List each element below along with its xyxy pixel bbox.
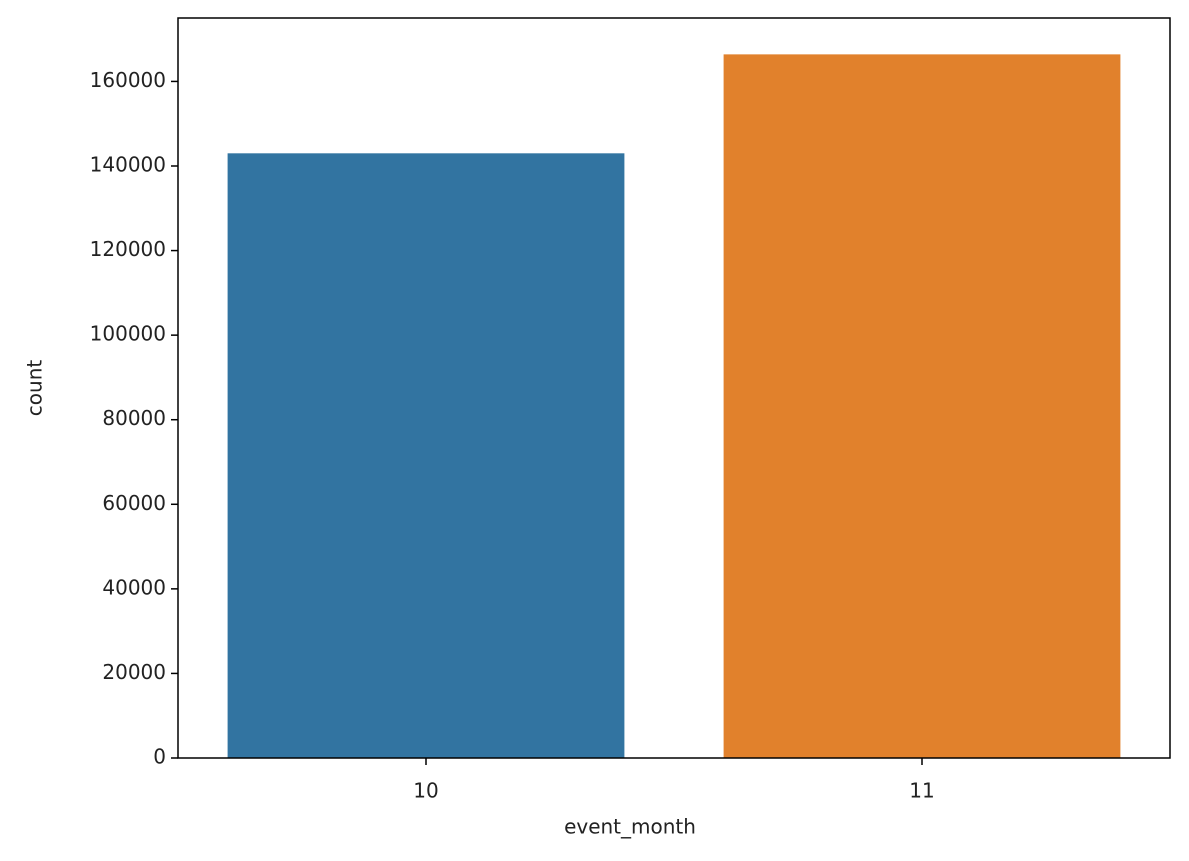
y-tick-label: 0 [153, 745, 166, 769]
y-tick-label: 60000 [102, 491, 166, 515]
x-tick-label: 11 [909, 779, 934, 803]
y-tick-label: 120000 [90, 237, 166, 261]
y-tick-label: 40000 [102, 575, 166, 599]
y-tick-label: 80000 [102, 406, 166, 430]
plot-frame [177, 17, 1171, 759]
bar [723, 54, 1121, 758]
y-tick-label: 100000 [90, 322, 166, 346]
y-tick-label: 140000 [90, 153, 166, 177]
y-tick-label: 20000 [102, 660, 166, 684]
x-tick-label: 10 [413, 779, 438, 803]
x-axis-label: event_month [564, 815, 696, 839]
y-axis-label: count [23, 360, 47, 417]
bar [227, 153, 625, 759]
y-tick-label: 160000 [90, 68, 166, 92]
